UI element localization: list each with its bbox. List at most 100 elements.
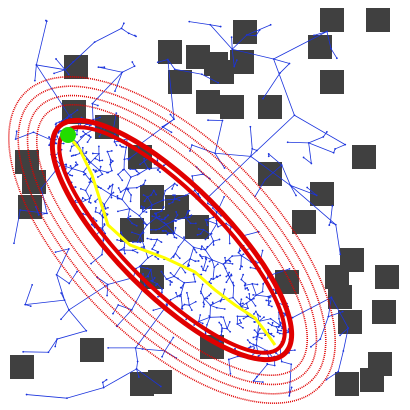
tree-node bbox=[252, 336, 255, 339]
tree-node bbox=[135, 224, 138, 227]
tree-node bbox=[335, 57, 338, 60]
tree-edge bbox=[86, 158, 91, 163]
tree-node bbox=[143, 157, 146, 160]
tree-node bbox=[256, 375, 258, 378]
tree-edge bbox=[228, 359, 231, 374]
tree-node bbox=[94, 201, 97, 203]
tree-edge bbox=[151, 199, 164, 206]
tree-node bbox=[295, 194, 297, 197]
tree-node bbox=[55, 58, 57, 60]
tree-edge bbox=[255, 29, 260, 36]
tree-edge bbox=[162, 190, 166, 201]
tree-edge bbox=[53, 69, 66, 74]
tree-edge bbox=[174, 194, 186, 200]
tree-edge bbox=[233, 59, 238, 67]
tree-edge bbox=[173, 266, 182, 277]
tree-edge bbox=[121, 23, 125, 29]
tree-edge bbox=[24, 284, 33, 305]
tree-node bbox=[146, 237, 149, 240]
ellipse bbox=[26, 94, 318, 386]
tree-edge bbox=[60, 309, 70, 320]
tree-edge bbox=[290, 185, 297, 196]
tree-node bbox=[217, 81, 220, 84]
tree-node bbox=[259, 315, 262, 318]
tree-edge bbox=[131, 231, 141, 236]
obstacle bbox=[80, 338, 104, 362]
tree-edge bbox=[248, 293, 251, 300]
tree-edge bbox=[56, 248, 70, 275]
tree-node bbox=[263, 316, 265, 318]
obstacle bbox=[292, 210, 316, 234]
tree-node bbox=[57, 131, 60, 134]
tree-edge bbox=[110, 194, 123, 200]
tree-edge bbox=[56, 274, 65, 301]
tree-edge bbox=[204, 298, 211, 306]
tree-edge bbox=[262, 283, 264, 292]
tree-edge bbox=[191, 144, 216, 154]
tree-node bbox=[268, 296, 271, 299]
tree-node bbox=[153, 276, 156, 279]
tree-edge bbox=[256, 291, 263, 296]
tree-node bbox=[195, 251, 198, 254]
tree-node bbox=[86, 141, 89, 144]
tree-edge bbox=[201, 73, 219, 84]
tree-edge bbox=[210, 223, 218, 235]
tree-edge bbox=[92, 71, 123, 104]
tree-node bbox=[175, 210, 178, 213]
obstacle bbox=[210, 60, 234, 84]
tree-edge bbox=[171, 183, 175, 190]
tree-node bbox=[75, 133, 78, 136]
tree-edge bbox=[198, 314, 201, 322]
tree-node bbox=[132, 241, 134, 243]
tree-edge bbox=[25, 304, 31, 307]
tree-edge bbox=[117, 169, 124, 175]
tree-node bbox=[169, 283, 172, 286]
tree-node bbox=[136, 251, 139, 254]
tree-edge bbox=[130, 174, 138, 178]
tree-edge bbox=[253, 376, 258, 382]
tree-edge bbox=[209, 24, 233, 50]
tree-node bbox=[220, 329, 223, 331]
tree-edge bbox=[205, 233, 211, 240]
tree-edge bbox=[251, 283, 257, 296]
tree-node bbox=[219, 300, 222, 303]
tree-node bbox=[139, 241, 142, 244]
tree-node bbox=[164, 216, 167, 219]
tree-edge bbox=[146, 217, 157, 226]
tree-node bbox=[201, 283, 204, 286]
tree-node bbox=[241, 265, 243, 268]
tree-node bbox=[166, 233, 169, 236]
tree-edge bbox=[90, 162, 100, 171]
tree-edge bbox=[143, 161, 149, 169]
tree-node bbox=[79, 136, 82, 138]
tree-node bbox=[169, 271, 172, 274]
tree-node bbox=[117, 187, 120, 189]
tree-edge bbox=[270, 318, 281, 326]
tree-node bbox=[129, 168, 132, 171]
tree-node bbox=[193, 324, 196, 326]
tree-edge bbox=[36, 64, 70, 116]
tree-node bbox=[34, 206, 37, 208]
tree-edge bbox=[279, 63, 290, 74]
tree-edge bbox=[55, 58, 66, 70]
tree-edge bbox=[76, 133, 86, 143]
tree-node bbox=[208, 260, 211, 263]
tree-node bbox=[142, 194, 145, 196]
tree-node bbox=[143, 200, 146, 203]
tree-node bbox=[97, 186, 100, 189]
tree-edge bbox=[164, 183, 175, 192]
tree-edge bbox=[178, 239, 185, 248]
tree-node bbox=[202, 305, 205, 308]
tree-edge bbox=[258, 318, 271, 322]
tree-edge bbox=[96, 276, 108, 285]
tree-node bbox=[69, 150, 72, 152]
tree-node bbox=[127, 188, 130, 191]
tree-node bbox=[341, 310, 344, 313]
tree-node bbox=[249, 266, 252, 269]
tree-node bbox=[264, 334, 266, 337]
tree-node bbox=[267, 328, 270, 331]
obstacle bbox=[148, 370, 172, 394]
tree-node bbox=[92, 168, 95, 171]
tree-edge bbox=[310, 338, 321, 348]
tree-edge bbox=[107, 277, 134, 285]
